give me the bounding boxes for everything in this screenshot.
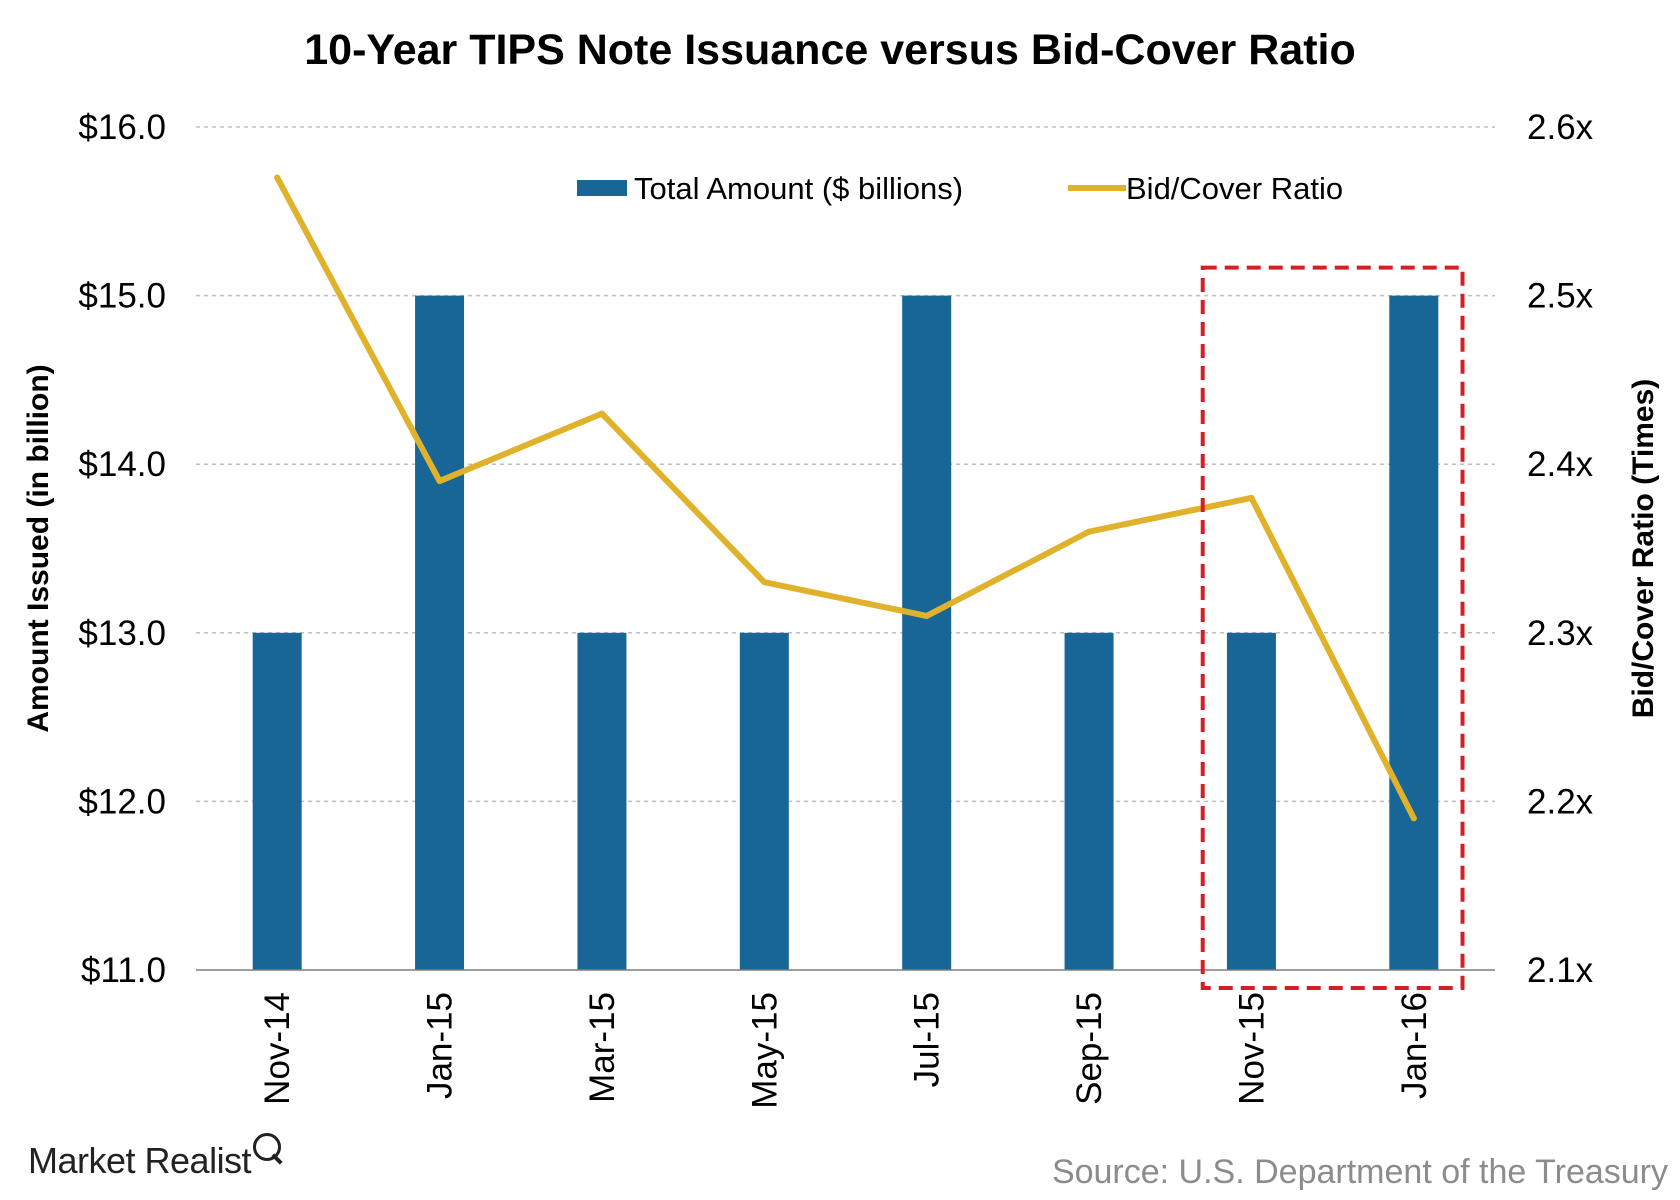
bid-cover-point <box>1248 494 1255 501</box>
x-tick-label: Jan-15 <box>421 992 460 1099</box>
bar <box>902 295 952 971</box>
x-tick-label: Sep-15 <box>1070 992 1109 1105</box>
x-tick-label: Nov-15 <box>1232 992 1271 1105</box>
y-tick-label: $15.0 <box>78 277 166 316</box>
bid-cover-point <box>1410 815 1417 822</box>
bid-cover-point <box>1086 528 1093 535</box>
bar <box>739 632 789 970</box>
bar <box>1064 632 1114 970</box>
y2-tick-label: 2.5x <box>1527 277 1594 316</box>
bar <box>415 295 465 971</box>
y2-tick-label: 2.3x <box>1527 614 1594 653</box>
magnifier-icon <box>253 1133 282 1161</box>
y-tick-label: $16.0 <box>78 108 166 147</box>
x-tick-label: Jan-16 <box>1395 992 1434 1099</box>
bid-cover-point <box>923 612 930 619</box>
y2-tick-label: 2.6x <box>1527 108 1594 147</box>
y2-axis-title: Bid/Cover Ratio (Times) <box>1627 379 1660 719</box>
y-tick-label: $13.0 <box>78 614 166 653</box>
bar <box>1389 295 1439 971</box>
market-realist-logo: Market Realist <box>28 1133 282 1182</box>
x-tick-label: Jul-15 <box>908 992 947 1087</box>
y-tick-label: $11.0 <box>81 951 166 990</box>
y2-tick-label: 2.1x <box>1527 951 1594 990</box>
legend-label-line: Bid/Cover Ratio <box>1126 171 1343 206</box>
bid-cover-point <box>598 410 605 417</box>
legend-swatch-bar <box>577 180 627 196</box>
y-tick-label: $14.0 <box>78 445 166 484</box>
y-axis-title: Amount Issued (in billion) <box>22 364 55 732</box>
x-tick-label: Mar-15 <box>583 992 622 1103</box>
bid-cover-point <box>274 174 281 181</box>
source-note: Source: U.S. Department of the Treasury <box>1051 1153 1668 1191</box>
bid-cover-point <box>436 478 443 485</box>
chart-title: 10-Year TIPS Note Issuance versus Bid-Co… <box>304 26 1356 74</box>
bar <box>252 632 302 970</box>
x-tick-label: May-15 <box>745 992 784 1109</box>
y2-tick-label: 2.2x <box>1527 782 1594 821</box>
legend-label-bar: Total Amount ($ billions) <box>634 171 963 206</box>
bid-cover-line <box>274 174 1417 822</box>
bid-cover-point <box>761 579 768 586</box>
highlight-box <box>1200 265 1465 991</box>
x-tick-label: Nov-14 <box>258 992 297 1105</box>
y-tick-label: $12.0 <box>78 782 166 821</box>
bar <box>577 632 627 970</box>
bar <box>1226 632 1276 970</box>
brand-name: Market Realist <box>28 1140 252 1181</box>
y2-tick-label: 2.4x <box>1527 445 1594 484</box>
